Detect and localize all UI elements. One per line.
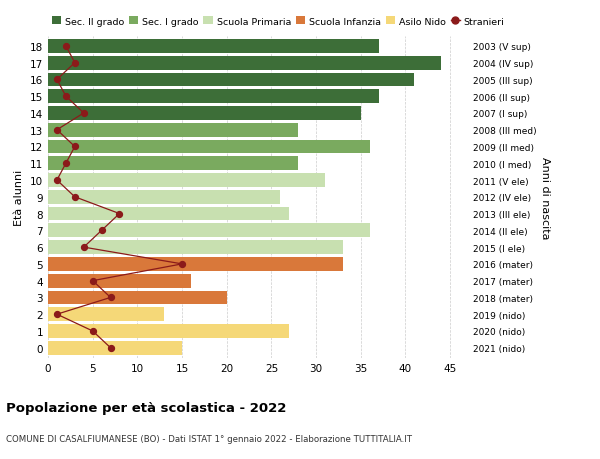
Point	[70, 144, 80, 151]
Legend: Sec. II grado, Sec. I grado, Scuola Primaria, Scuola Infanzia, Asilo Nido, Stran: Sec. II grado, Sec. I grado, Scuola Prim…	[48, 14, 508, 30]
Bar	[48, 224, 370, 238]
Bar	[48, 107, 361, 121]
Bar	[48, 325, 289, 338]
Point	[52, 77, 62, 84]
Point	[52, 177, 62, 185]
Bar	[48, 90, 379, 104]
Bar	[48, 257, 343, 271]
Bar	[48, 241, 343, 254]
Bar	[48, 291, 227, 305]
Y-axis label: Anni di nascita: Anni di nascita	[541, 156, 550, 239]
Point	[70, 194, 80, 201]
Bar	[48, 140, 370, 154]
Point	[97, 227, 106, 235]
Text: Popolazione per età scolastica - 2022: Popolazione per età scolastica - 2022	[6, 402, 286, 414]
Point	[177, 261, 187, 268]
Point	[106, 344, 115, 352]
Bar	[48, 341, 182, 355]
Point	[52, 127, 62, 134]
Bar	[48, 308, 164, 321]
Point	[106, 294, 115, 302]
Point	[70, 60, 80, 67]
Text: COMUNE DI CASALFIUMANESE (BO) - Dati ISTAT 1° gennaio 2022 - Elaborazione TUTTIT: COMUNE DI CASALFIUMANESE (BO) - Dati IST…	[6, 434, 412, 443]
Bar	[48, 207, 289, 221]
Bar	[48, 56, 441, 70]
Bar	[48, 174, 325, 187]
Y-axis label: Età alunni: Età alunni	[14, 169, 25, 225]
Point	[52, 311, 62, 318]
Point	[61, 43, 71, 50]
Point	[79, 110, 89, 118]
Bar	[48, 190, 280, 204]
Bar	[48, 157, 298, 171]
Point	[61, 160, 71, 168]
Bar	[48, 274, 191, 288]
Point	[88, 328, 97, 335]
Bar	[48, 123, 298, 137]
Bar	[48, 73, 415, 87]
Point	[115, 210, 124, 218]
Bar	[48, 40, 379, 54]
Point	[61, 93, 71, 101]
Point	[88, 277, 97, 285]
Point	[79, 244, 89, 251]
